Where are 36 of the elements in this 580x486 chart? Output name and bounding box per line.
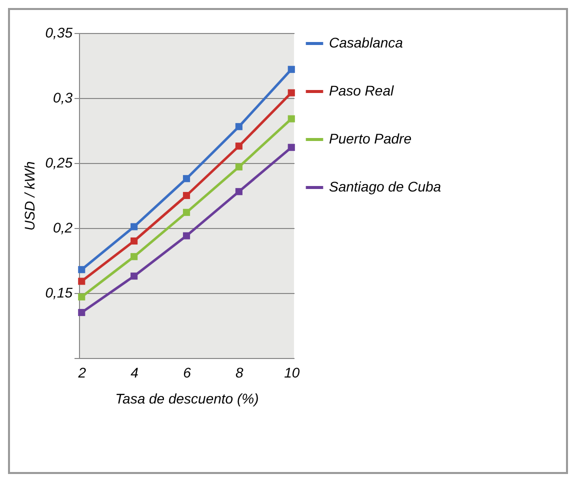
point [288, 89, 295, 96]
point [182, 232, 190, 240]
x-tick-label: 2 [77, 364, 86, 380]
point [182, 208, 190, 216]
x-axis-title: Tasa de descuento (%) [115, 390, 259, 406]
y-tick-label: 0,35 [45, 24, 73, 40]
point [235, 188, 242, 196]
point [182, 192, 190, 200]
y-axis-title: USD / kWh [21, 161, 38, 231]
legend-label: Santiago de Cuba [329, 178, 442, 194]
point [235, 123, 242, 130]
y-tick-label: 0,25 [45, 154, 73, 170]
legend-label: Paso Real [329, 82, 394, 98]
point [235, 163, 242, 170]
x-tick-label: 6 [183, 364, 192, 380]
x-tick-label: 8 [236, 364, 244, 380]
point [78, 266, 86, 274]
point [78, 308, 86, 316]
point [130, 237, 138, 245]
point [288, 144, 295, 151]
point [235, 142, 242, 150]
point [130, 272, 138, 280]
point [78, 293, 86, 300]
x-tick-label: 10 [284, 364, 300, 380]
y-tick-label: 0,3 [53, 90, 73, 106]
x-tick-label: 4 [130, 364, 139, 380]
point [78, 278, 86, 285]
point [130, 253, 138, 260]
legend-label: Casablanca [329, 34, 404, 50]
legend-label: Puerto Padre [329, 130, 412, 146]
point [288, 115, 295, 122]
point [288, 66, 295, 73]
y-tick-label: 0,15 [45, 284, 73, 300]
y-tick-label: 0,2 [53, 220, 73, 236]
point [182, 175, 190, 182]
point [130, 223, 138, 230]
